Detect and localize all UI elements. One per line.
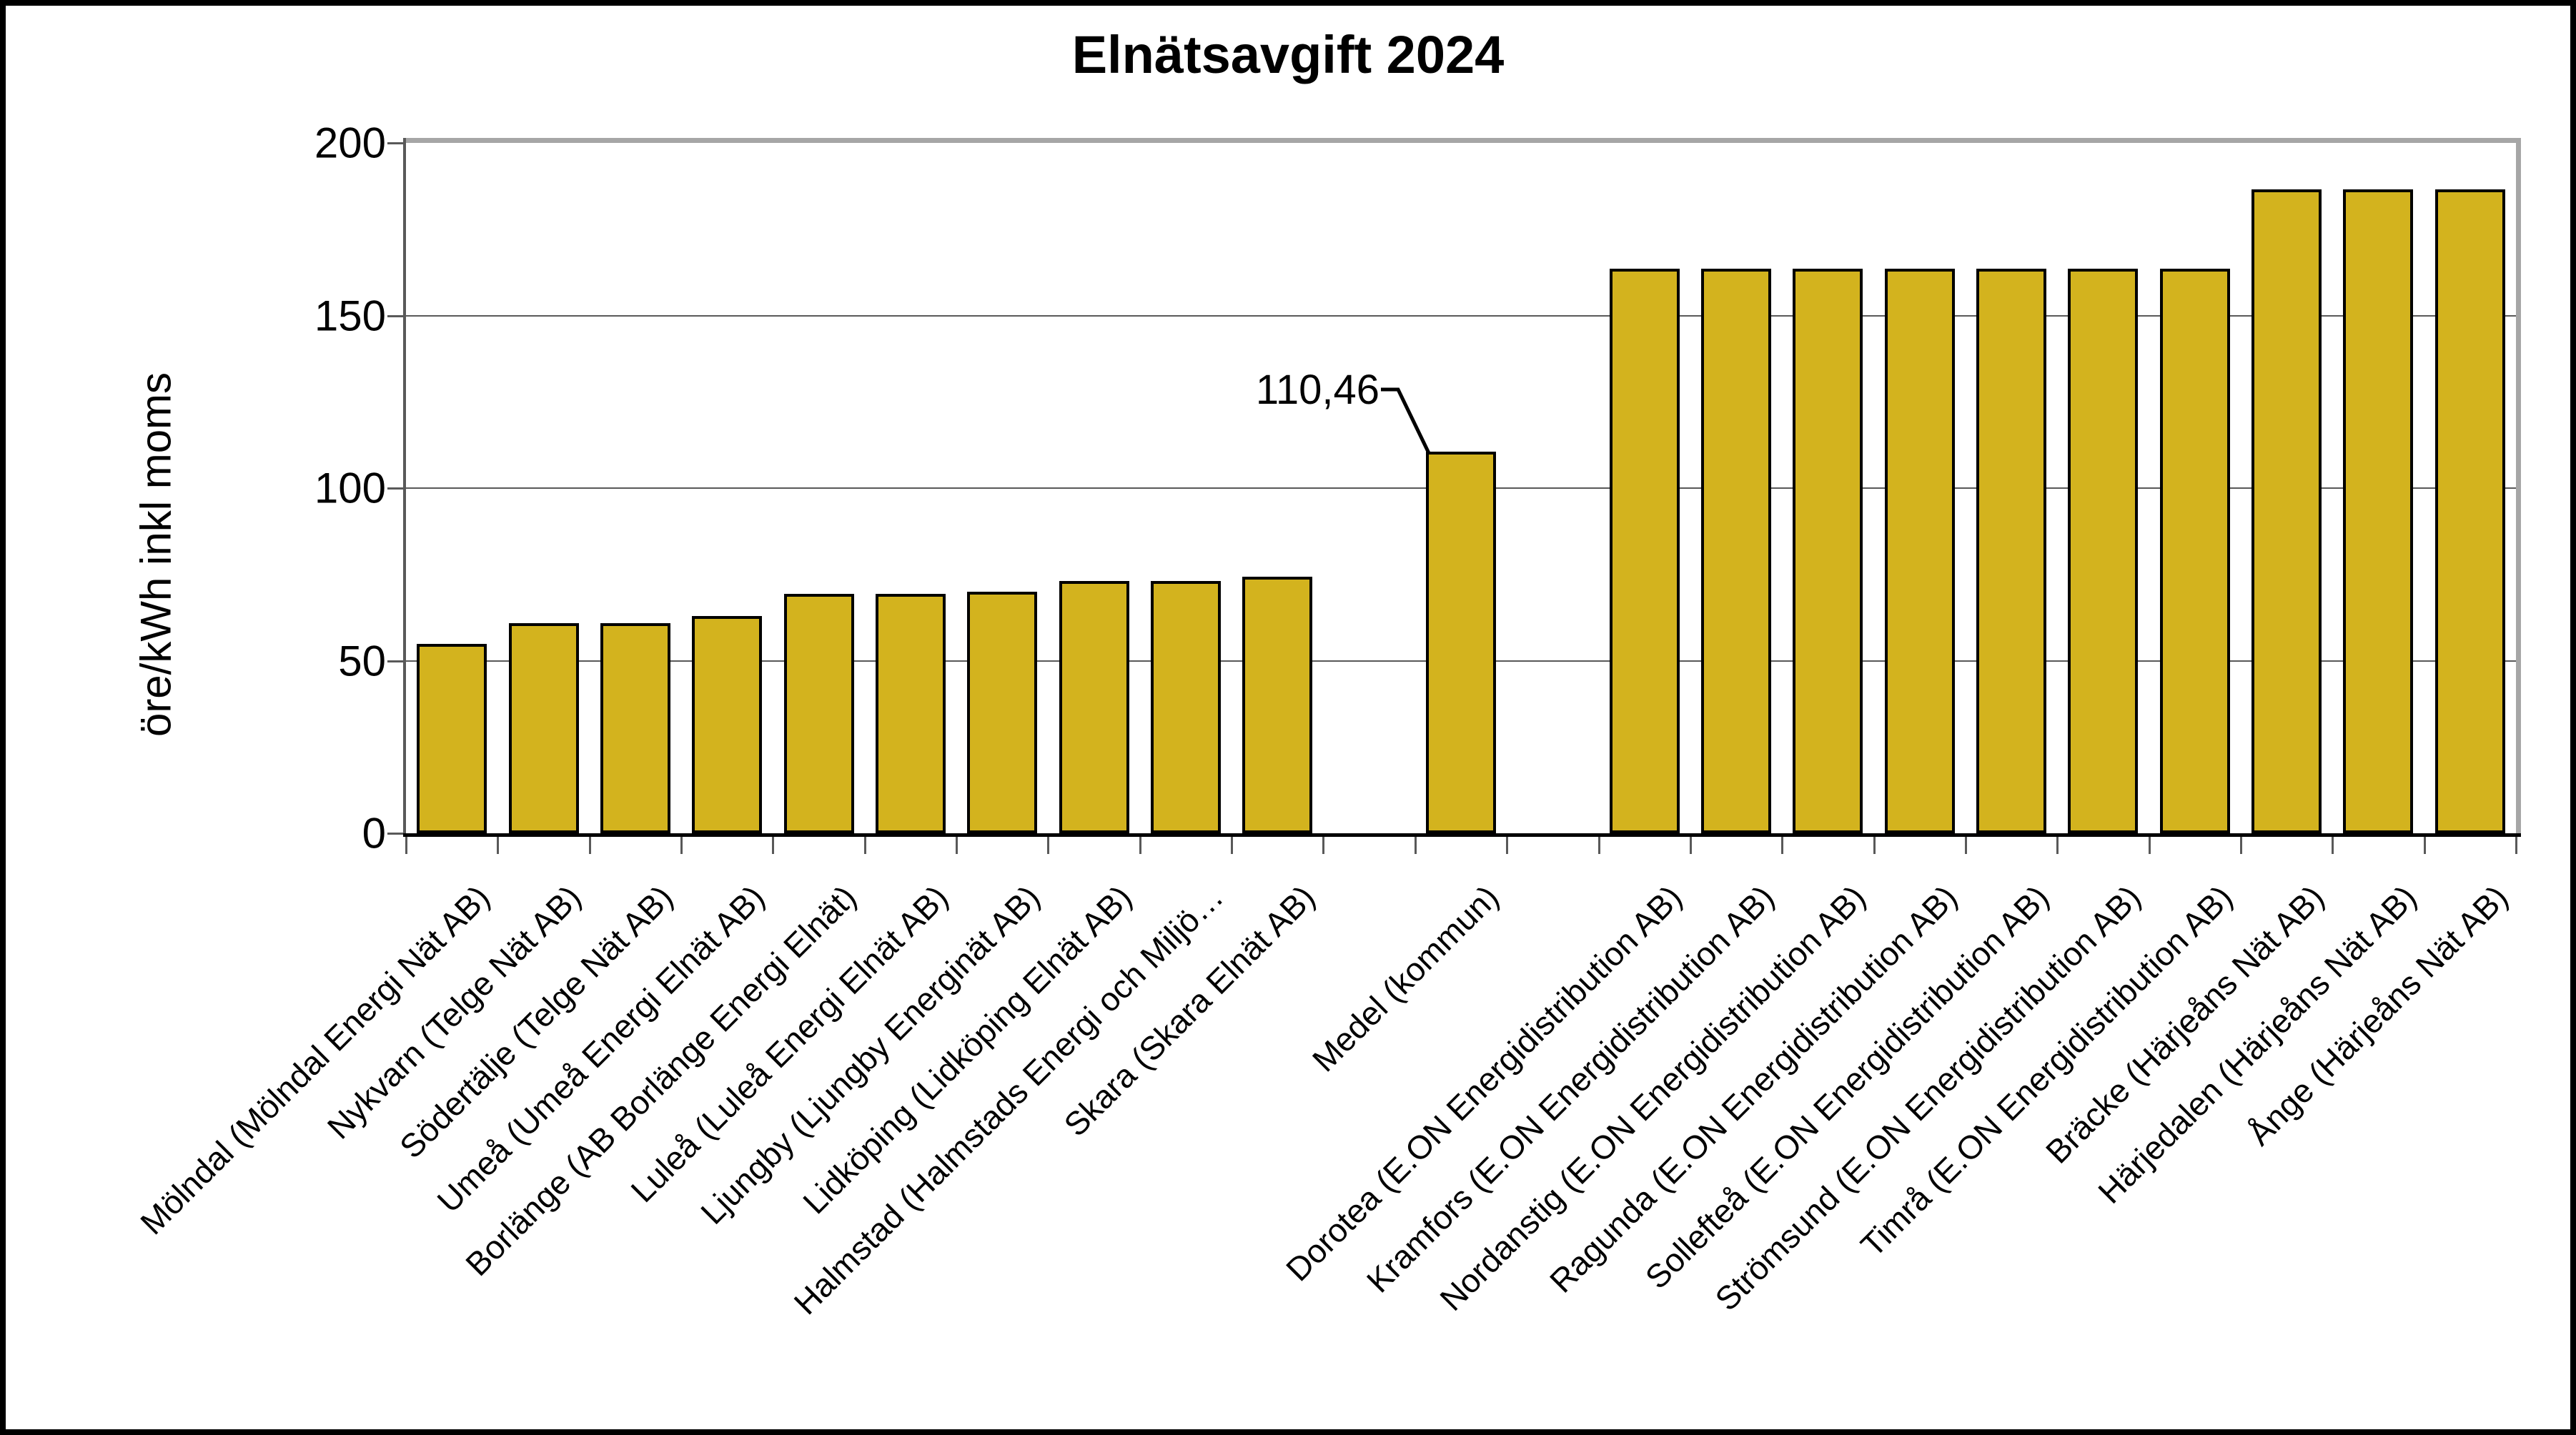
y-tick-label-50: 50 — [338, 637, 386, 685]
y-tick-0 — [387, 833, 403, 835]
x-axis-line — [403, 833, 2521, 837]
x-tick-8 — [1139, 837, 1141, 854]
bar-Mölndal (Mölndal Energi Nät AB) — [417, 643, 487, 833]
x-tick-2 — [588, 837, 591, 854]
bar-Kramfors (E.ON Energidistribution AB) — [1701, 269, 1772, 833]
y-tick-label-0: 0 — [362, 809, 386, 858]
bar-Ånge (Härjeåns Nät AB) — [2434, 189, 2505, 833]
chart-title: Elnätsavgift 2024 — [1071, 25, 1505, 84]
bar-Södertälje (Telge Nät AB) — [600, 622, 670, 833]
bar-Strömsund (E.ON Energidistribution AB) — [2068, 269, 2139, 833]
bar-Timrå (E.ON Energidistribution AB) — [2159, 269, 2230, 833]
x-tick-3 — [680, 837, 683, 854]
x-tick-11 — [1414, 837, 1417, 854]
x-label-Medel (kommun): Medel (kommun) — [1304, 878, 1506, 1079]
y-tick-200 — [387, 142, 403, 144]
x-tick-1 — [497, 837, 500, 854]
x-label-Ljungby (Ljungby Energinät AB): Ljungby (Ljungby Energinät AB) — [693, 878, 1047, 1231]
x-tick-0 — [405, 837, 407, 854]
y-tick-label-100: 100 — [314, 464, 386, 512]
y-tick-50 — [387, 660, 403, 662]
x-tick-13 — [1597, 837, 1600, 854]
bar-Skara (Skara Elnät AB) — [1242, 576, 1313, 833]
y-tick-100 — [387, 487, 403, 490]
x-tick-22 — [2423, 837, 2426, 854]
x-tick-15 — [1781, 837, 1784, 854]
annotation-value: 110,46 — [1255, 367, 1379, 413]
x-tick-9 — [1231, 837, 1234, 854]
x-tick-14 — [1689, 837, 1692, 854]
bar-Borlänge (AB Borlänge Energi Elnät) — [783, 594, 854, 833]
x-tick-19 — [2148, 837, 2151, 854]
x-tick-23 — [2515, 837, 2517, 854]
x-tick-10 — [1322, 837, 1325, 854]
x-tick-5 — [863, 837, 866, 854]
x-tick-20 — [2239, 837, 2242, 854]
y-tick-label-200: 200 — [314, 119, 386, 167]
x-tick-21 — [2332, 837, 2334, 854]
x-label-Halmstad (Halmstads Energi och Miljö…: Halmstad (Halmstads Energi och Miljö… — [786, 878, 1231, 1322]
bar-Lidköping (Lidköping Elnät AB) — [1059, 580, 1129, 833]
bar-Medel (kommun) — [1426, 452, 1496, 833]
bar-Bräcke (Härjeåns Nät AB) — [2251, 189, 2322, 833]
bar-Ragunda (E.ON Energidistribution AB) — [1884, 269, 1955, 833]
x-tick-18 — [2056, 837, 2059, 854]
y-axis-title: öre/kWh inkl moms — [132, 372, 180, 738]
y-axis-line — [403, 138, 406, 837]
x-tick-16 — [1873, 837, 1876, 854]
x-tick-12 — [1506, 837, 1509, 854]
y-tick-150 — [387, 314, 403, 317]
bar-Ljungby (Ljungby Energinät AB) — [967, 592, 1038, 833]
x-label-Nordanstig (E.ON Energidistribution AB): Nordanstig (E.ON Energidistribution AB) — [1432, 878, 1873, 1318]
bar-Nordanstig (E.ON Energidistribution AB) — [1793, 269, 1863, 833]
bar-Dorotea (E.ON Energidistribution AB) — [1609, 269, 1680, 833]
bar-Nykvarn (Telge Nät AB) — [508, 622, 579, 833]
plot-top-border — [403, 138, 2521, 143]
bar-Sollefteå (E.ON Energidistribution AB) — [1976, 269, 2047, 833]
x-tick-17 — [1964, 837, 1967, 854]
bar-Halmstad (Halmstads Energi och Miljö… — [1150, 580, 1221, 833]
x-label-Strömsund (E.ON Energidistribution AB): Strömsund (E.ON Energidistribution AB) — [1708, 878, 2148, 1318]
bar-Umeå (Umeå Energi Elnät AB) — [692, 616, 763, 833]
x-tick-6 — [956, 837, 958, 854]
gridline-150 — [406, 314, 2516, 317]
y-tick-label-150: 150 — [314, 292, 386, 339]
bar-Luleå (Luleå Energi Elnät AB) — [875, 593, 946, 833]
x-tick-7 — [1047, 837, 1050, 854]
x-tick-4 — [772, 837, 775, 854]
plot-right-border — [2516, 138, 2521, 833]
bar-Härjedalen (Härjeåns Nät AB) — [2343, 189, 2414, 833]
